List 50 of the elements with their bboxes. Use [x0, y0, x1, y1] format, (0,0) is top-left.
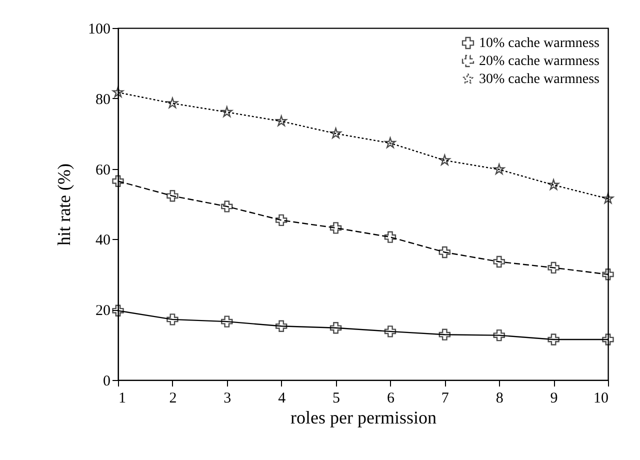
point — [602, 334, 614, 346]
y-tick-label: 20 — [96, 303, 110, 320]
point — [438, 328, 451, 340]
x-tick-label: 3 — [224, 390, 232, 406]
y-tick-label: 0 — [103, 374, 110, 390]
point — [330, 222, 342, 234]
x-tick-label: 4 — [278, 390, 286, 406]
point — [112, 175, 124, 187]
x-tick-label: 7 — [441, 390, 450, 406]
point — [221, 106, 232, 117]
point — [276, 115, 287, 126]
legend-label: 10% cache warmness — [479, 36, 600, 51]
point — [166, 97, 178, 108]
x-tick-label: 9 — [550, 390, 558, 406]
point — [493, 256, 505, 268]
x-tick-label: 5 — [332, 390, 340, 406]
point — [330, 322, 342, 334]
legend-label: 20% cache warmness — [479, 54, 600, 69]
point — [112, 86, 124, 98]
point — [384, 326, 396, 338]
y-tick-label: 40 — [96, 232, 110, 249]
legend-label: 30% cache warmness — [479, 72, 600, 87]
point — [166, 190, 178, 202]
point — [438, 246, 451, 258]
point — [548, 179, 560, 190]
y-axis-title: hit rate (%) — [54, 164, 74, 246]
point — [275, 320, 288, 332]
x-tick-label: 1 — [118, 390, 126, 406]
point — [384, 231, 396, 243]
point — [548, 334, 560, 346]
point — [602, 268, 614, 280]
x-tick-label: 2 — [169, 390, 177, 406]
point — [330, 128, 342, 138]
point — [602, 192, 614, 204]
x-axis-title: roles per permission — [290, 408, 436, 428]
point — [221, 200, 233, 212]
point — [275, 214, 288, 226]
point — [439, 154, 450, 166]
point — [493, 329, 505, 342]
point — [221, 316, 233, 328]
x-tick-label: 10 — [594, 390, 608, 406]
point — [548, 262, 560, 274]
y-tick-label: 100 — [88, 22, 110, 38]
x-tick-label: 6 — [386, 390, 395, 406]
point — [166, 314, 178, 326]
y-tick-label: 80 — [96, 92, 110, 108]
x-tick-label: 8 — [496, 390, 504, 406]
point — [494, 164, 505, 174]
y-tick-label: 60 — [96, 162, 110, 178]
point — [384, 137, 396, 148]
